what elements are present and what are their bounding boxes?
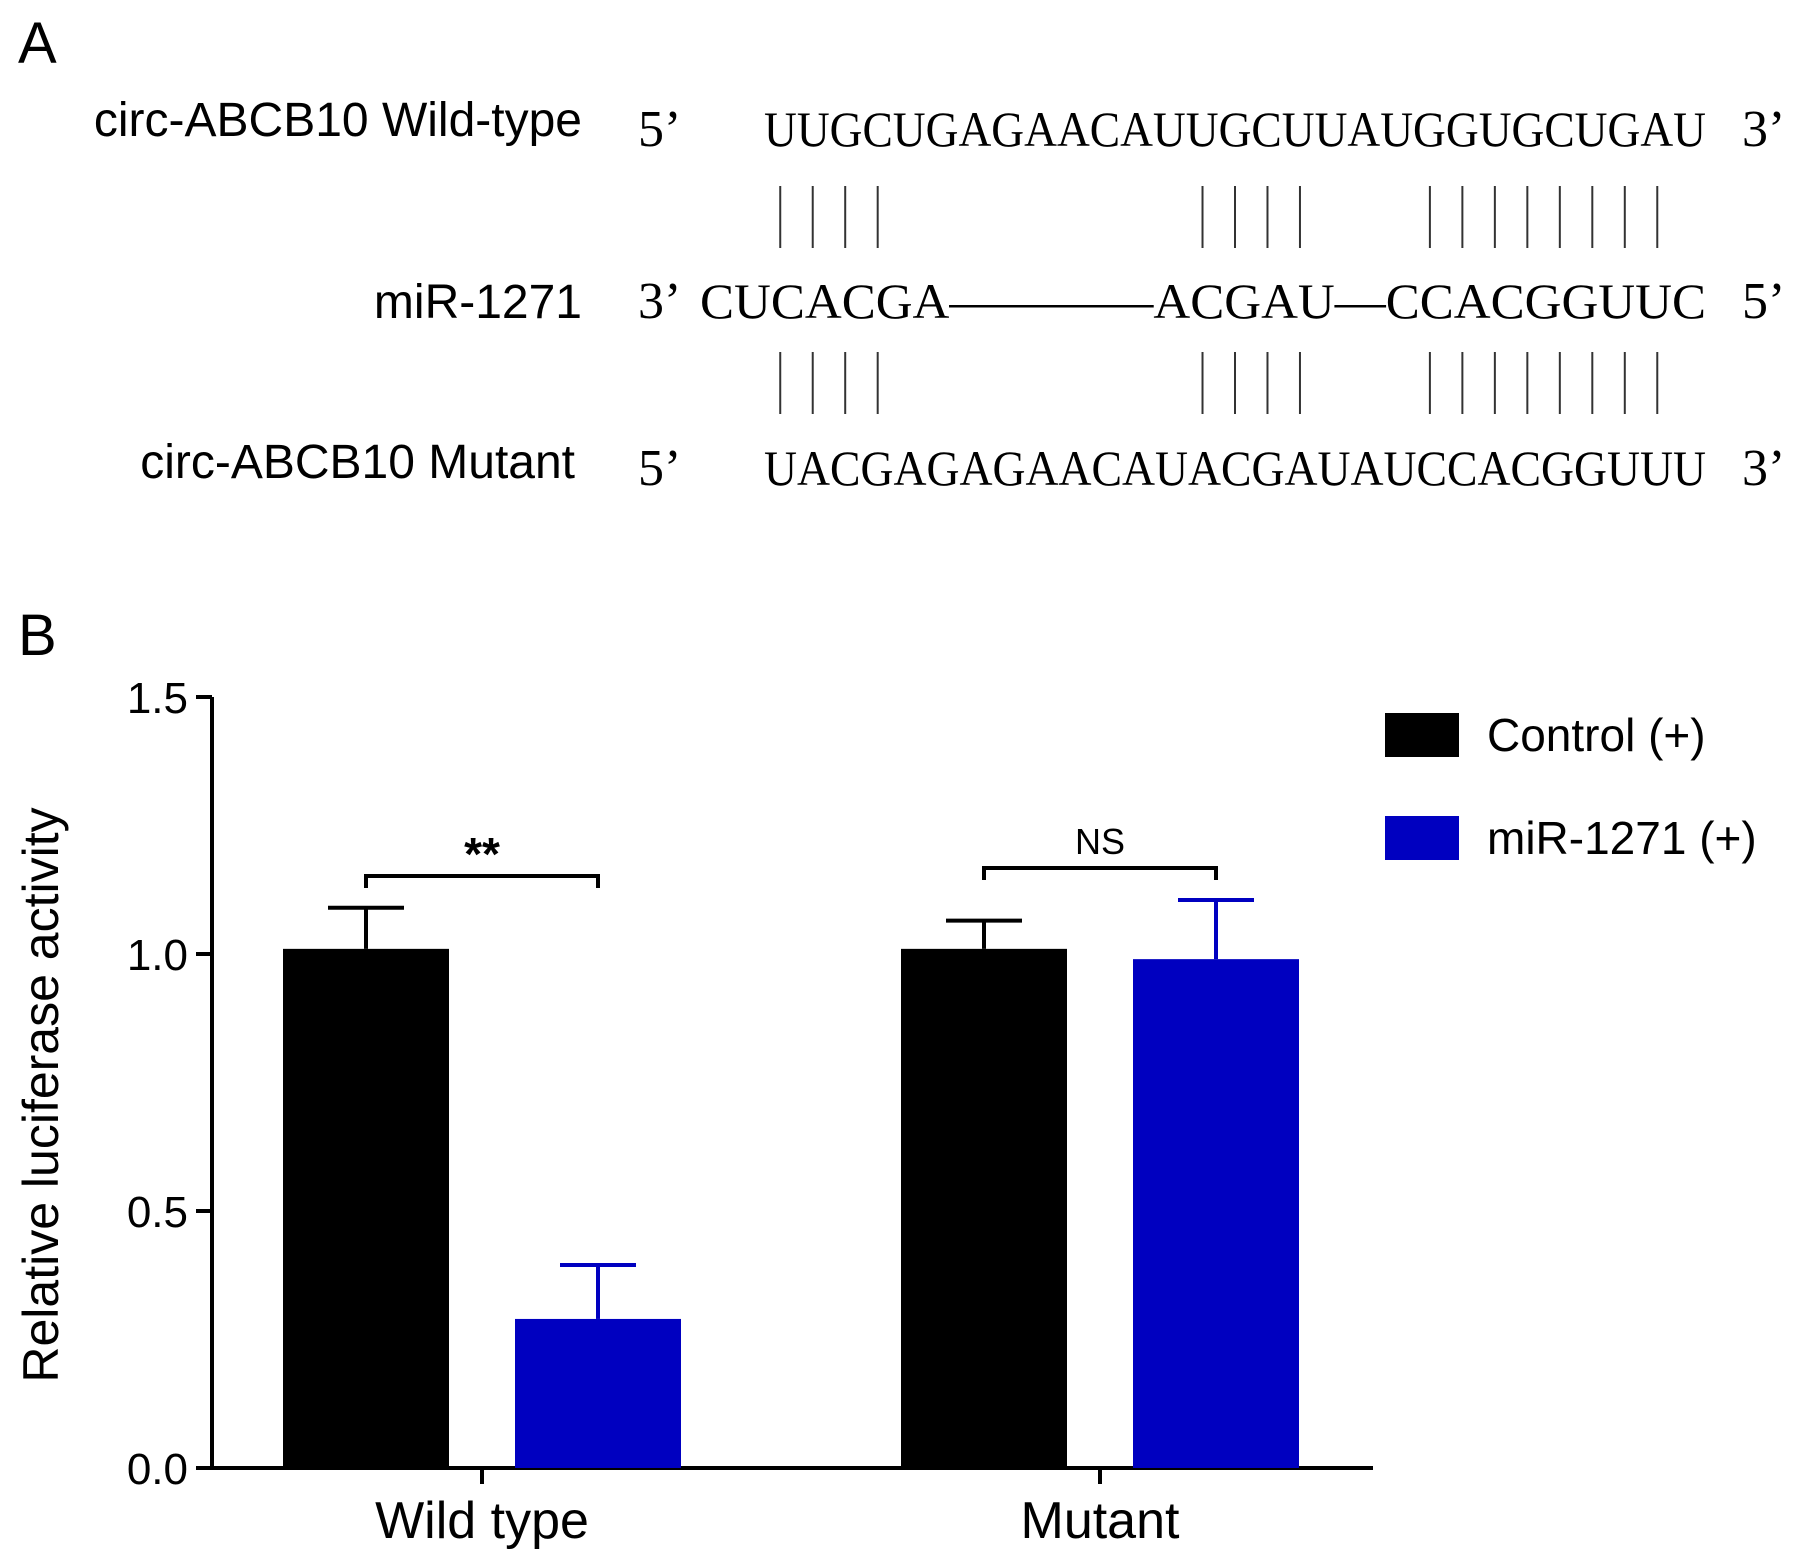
row-5prime-mutant: 5’ — [638, 440, 681, 497]
legend-swatch — [1385, 713, 1459, 757]
panel-a-label: A — [18, 11, 57, 76]
row-3prime-mutant: 3’ — [1742, 440, 1785, 497]
x-tick-label: Mutant — [1021, 1492, 1181, 1550]
panel-a: A circ-ABCB10 Wild-type 5’ UUGCUGAGAACAU… — [18, 11, 1785, 497]
legend-label: miR-1271 (+) — [1487, 812, 1757, 864]
significance-label: ** — [464, 828, 500, 880]
y-tick-label: 1.5 — [127, 674, 188, 723]
row-3prime-wildtype: 3’ — [1742, 101, 1785, 158]
row-name-wildtype: circ-ABCB10 Wild-type — [94, 94, 582, 147]
pairing-lines-top — [779, 186, 1659, 248]
row-5prime-wildtype: 5’ — [638, 101, 681, 158]
chart-area: 0.0 0.5 1.0 1.5 Wild type ** Mutant NS — [127, 674, 1373, 1550]
x-tick-label: Wild type — [375, 1492, 589, 1550]
significance-label: NS — [1075, 821, 1125, 862]
row-3prime-mir: 3’ — [638, 273, 681, 330]
significance-bracket — [364, 874, 600, 888]
pairing-lines-bottom — [779, 352, 1659, 414]
sequence-mir: CUCACGA––––––––ACGAU––CCACGGUUC — [700, 273, 1706, 329]
y-tick-label: 0.0 — [127, 1445, 188, 1494]
panel-b-label: B — [18, 603, 57, 668]
bar — [515, 1318, 681, 1468]
legend-label: Control (+) — [1487, 709, 1706, 761]
sequence-mutant: UACGAGAGAACAUACGAUAUCCACGGUUU — [764, 440, 1706, 496]
significance-bracket — [982, 866, 1218, 880]
legend: Control (+) miR-1271 (+) — [1385, 709, 1757, 864]
panel-b: B Relative luciferase activity 0.0 0.5 1.0… — [13, 603, 1757, 1550]
row-5prime-mir: 5’ — [1742, 273, 1785, 330]
bar — [901, 948, 1067, 1468]
row-name-mutant: circ-ABCB10 Mutant — [140, 436, 575, 489]
bar — [283, 948, 449, 1468]
y-tick-label: 0.5 — [127, 1188, 188, 1237]
y-axis-label: Relative luciferase activity — [13, 807, 69, 1382]
bar — [1133, 959, 1299, 1468]
row-name-mir: miR-1271 — [374, 276, 582, 329]
y-tick-label: 1.0 — [127, 931, 188, 980]
sequence-wildtype: UUGCUGAGAACAUUGCUUAUGGUGCUGAU — [764, 101, 1706, 157]
legend-swatch — [1385, 816, 1459, 860]
